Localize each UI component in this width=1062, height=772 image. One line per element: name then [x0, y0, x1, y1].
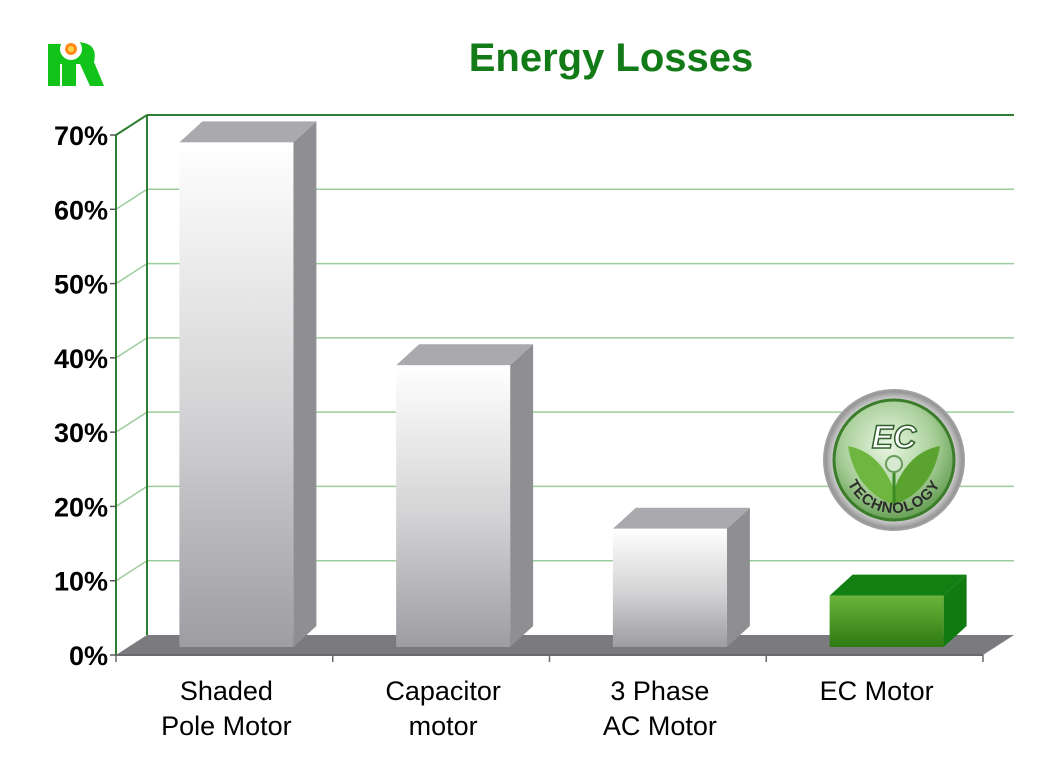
y-tick-label: 30% — [54, 418, 108, 448]
y-tick-label: 70% — [54, 121, 108, 151]
axes — [115, 114, 1014, 662]
x-category-label: 3 Phase — [610, 676, 709, 706]
y-tick-label: 20% — [54, 492, 108, 522]
gridline-side — [115, 411, 148, 433]
x-category-label: Pole Motor — [161, 711, 292, 741]
y-tick-label: 0% — [69, 641, 108, 671]
bar-top — [829, 574, 967, 596]
company-logo-icon — [48, 38, 104, 86]
gridline-side — [115, 262, 148, 285]
bar-front — [179, 142, 294, 647]
bar-side — [293, 121, 317, 647]
x-category-label: EC Motor — [820, 676, 934, 706]
chart-title: Energy Losses — [469, 36, 754, 80]
y-axis-ticks: 0% 10% 20% 30% 40% 50% 60% 70% — [54, 121, 116, 671]
bar-front — [612, 528, 727, 647]
x-category-label: AC Motor — [603, 711, 717, 741]
bar-top — [612, 507, 750, 529]
badge-top-text: EC — [872, 419, 917, 455]
top-axis-corner — [115, 114, 148, 136]
bar-top — [396, 344, 534, 366]
y-tick-label: 10% — [54, 567, 108, 597]
bars — [179, 121, 967, 647]
bar — [829, 574, 967, 647]
y-tick-label: 40% — [54, 344, 108, 374]
bar-side — [943, 574, 967, 647]
gridline-side — [115, 485, 148, 508]
ec-technology-badge-icon: EC TECHNOLOGY — [823, 389, 965, 531]
gridline-side — [115, 560, 148, 582]
x-category-label: motor — [409, 711, 478, 741]
bar — [179, 121, 317, 647]
y-tick-label: 60% — [54, 195, 108, 225]
x-category-label: Capacitor — [385, 676, 501, 706]
gridline-side — [115, 188, 148, 210]
chart-floor — [116, 635, 1014, 655]
bar — [612, 507, 750, 647]
gridline-side — [115, 337, 148, 359]
bar-side — [726, 507, 750, 647]
y-tick-label: 50% — [54, 270, 108, 300]
bar — [396, 344, 534, 647]
bar-front — [396, 365, 511, 647]
bar-front — [829, 595, 944, 647]
x-category-label: Shaded — [180, 676, 273, 706]
bar-top — [179, 121, 317, 143]
bar-side — [510, 344, 534, 647]
x-axis-categories: Shaded Pole Motor Capacitor motor 3 Phase AC … — [161, 676, 934, 741]
